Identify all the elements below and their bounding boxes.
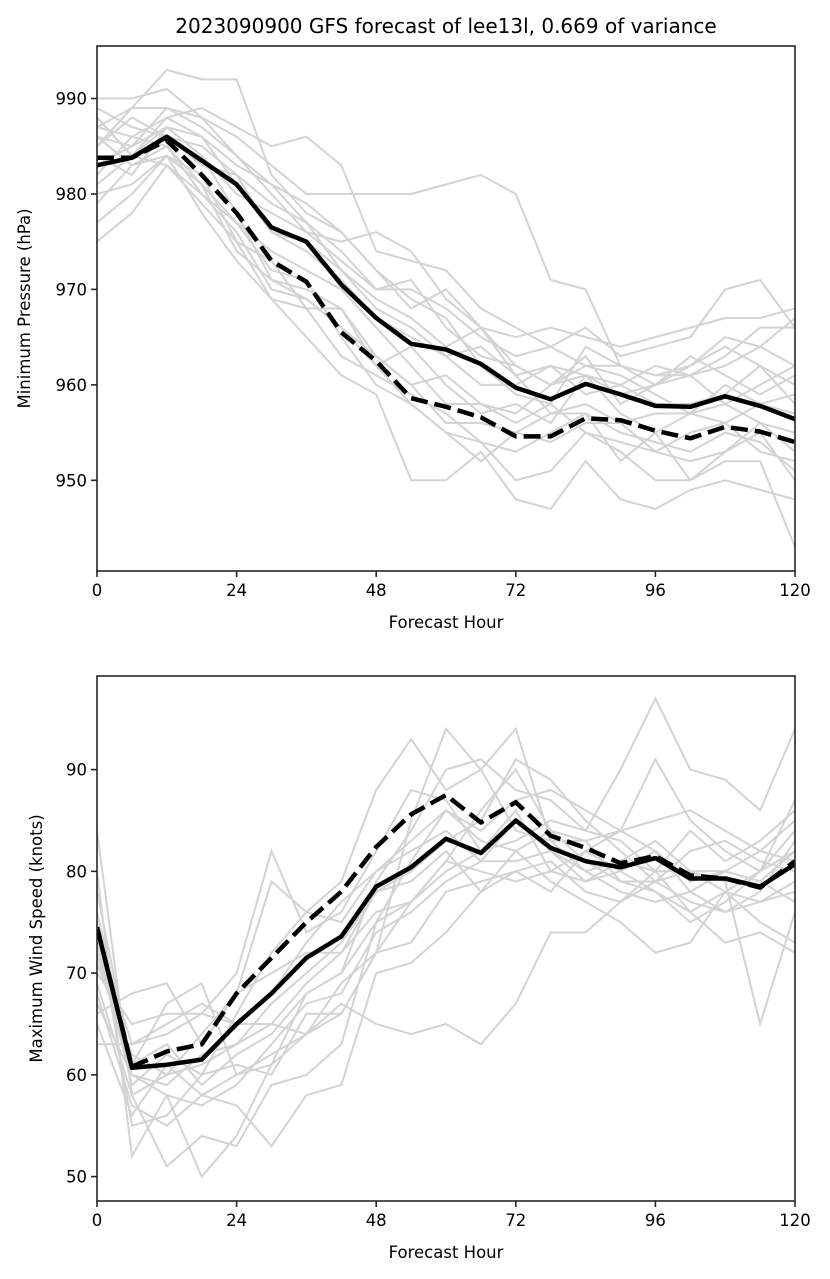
wind-ensemble-member-5 [97,788,795,1026]
wind-main-series [97,792,795,1070]
pressure-ensemble-member-8 [97,125,795,463]
wind-axes-frame [96,675,796,1202]
pressure-ensemble-member-7 [97,116,795,406]
wind-ensemble-members [97,696,795,1179]
pressure-ensemble-member-15 [97,107,795,406]
pressure-x-tick-label: 96 [645,581,666,600]
wind-ensemble-member-16 [97,819,795,1046]
wind-x-tick-label: 48 [366,1211,387,1230]
pressure-ensemble-member-4 [97,106,795,386]
wind-ensemble-member-4 [97,726,795,1077]
pressure-ensemble-member-17 [97,154,795,463]
pressure-y-tick-label: 950 [56,471,88,490]
pressure-ensemble-member-11 [97,154,795,434]
pressure-ensemble-member-2 [97,68,795,348]
pressure-x-tick-label: 72 [505,581,526,600]
pressure-y-tick-label: 990 [56,90,88,109]
pressure-x-ticks: 0 24 48 72 96 120 [92,571,811,600]
wind-ensemble-member-10 [97,788,795,1087]
wind-x-tick-label: 120 [779,1211,811,1230]
pressure-x-tick-label: 120 [779,581,811,600]
wind-y-tick-label: 70 [66,964,87,983]
wind-x-ticks: 0 24 48 72 96 120 [92,1201,811,1230]
wind-ensemble-member-14 [97,767,795,1087]
pressure-ensemble-member-6 [97,154,795,511]
wind-y-tick-label: 50 [66,1168,87,1187]
pressure-y-axis-label: Minimum Pressure (hPa) [15,208,34,408]
pressure-ensemble-member-3 [97,106,795,358]
wind-x-tick-label: 24 [226,1211,247,1230]
wind-y-ticks: 50 60 70 80 90 [66,761,97,1187]
wind-ensemble-member-6 [97,737,795,1047]
wind-x-tick-label: 0 [92,1211,103,1230]
wind-y-axis-label: Maximum Wind Speed (knots) [27,814,46,1062]
pressure-mean-line [97,138,795,445]
wind-x-axis-label: Forecast Hour [389,1243,504,1262]
wind-ensemble-member-12 [97,809,795,1077]
wind-y-tick-label: 90 [66,761,87,780]
pressure-y-ticks: 950 960 970 980 990 [56,90,97,490]
wind-x-tick-label: 96 [645,1211,666,1230]
wind-panel: 0 24 48 72 96 120 50 60 70 80 90 Forecast Hour Ma… [27,675,811,1262]
wind-ensemble-member-11 [97,849,795,1148]
pressure-axes-frame [96,45,796,572]
wind-ensemble-member-2 [97,696,795,1179]
pressure-ensemble-member-16 [97,116,795,425]
pressure-ensemble-member-14 [97,154,795,472]
pressure-y-tick-label: 960 [56,376,88,395]
pressure-x-tick-label: 24 [226,581,247,600]
pressure-ensemble-member-12 [97,126,795,405]
wind-deterministic-line [97,818,795,1070]
pressure-x-tick-label: 0 [92,581,103,600]
wind-ensemble-member-1 [97,870,795,1046]
pressure-y-tick-label: 970 [56,280,88,299]
pressure-ensemble-member-10 [97,107,795,387]
pressure-main-series [97,134,795,445]
chart-title: 2023090900 GFS forecast of lee13l, 0.669… [175,14,716,38]
wind-y-tick-label: 80 [66,862,87,881]
wind-x-tick-label: 72 [505,1211,526,1230]
pressure-y-tick-label: 980 [56,185,88,204]
wind-y-tick-label: 60 [66,1066,87,1085]
pressure-deterministic-line [97,134,795,422]
pressure-x-axis-label: Forecast Hour [389,613,504,632]
wind-ensemble-member-15 [97,849,795,1107]
wind-mean-line [97,792,795,1069]
pressure-panel: 0 24 48 72 96 120 950 960 970 980 990 Forecast Ho… [15,45,811,632]
pressure-ensemble-member-1 [97,87,795,377]
pressure-ensemble-members [97,68,795,548]
pressure-x-tick-label: 48 [366,581,387,600]
